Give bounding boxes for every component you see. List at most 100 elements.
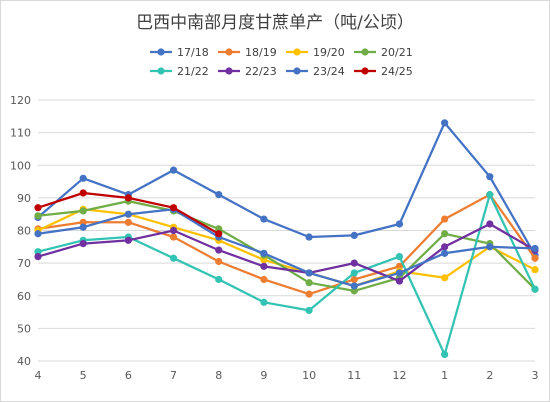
- series-22-23: [34, 220, 539, 285]
- legend-swatch-marker: [225, 67, 233, 75]
- legend-item: 22/23: [218, 65, 277, 78]
- y-tick-label: 40: [17, 355, 31, 368]
- y-tick-label: 100: [10, 159, 31, 172]
- x-tick-label: 4: [35, 369, 42, 382]
- data-point: [531, 285, 539, 293]
- series-line: [37, 121, 536, 256]
- legend-swatch-marker: [157, 48, 165, 56]
- series-19-20: [34, 205, 539, 290]
- x-axis-ticks: 4 5 6 7 8 9 10 11 12 1 2 3: [35, 369, 539, 382]
- data-point: [441, 350, 449, 359]
- data-point: [350, 259, 358, 267]
- legend-label: 22/23: [245, 65, 277, 78]
- legend: 17/18 18/19 19/20 20/21 21/22 22/23 23/24 24/25: [150, 46, 413, 78]
- data-point: [486, 220, 494, 228]
- legend-label: 19/20: [313, 46, 345, 59]
- data-point: [260, 215, 268, 223]
- data-point: [395, 253, 404, 261]
- y-tick-label: 90: [17, 192, 31, 205]
- legend-item: 24/25: [354, 65, 413, 78]
- y-tick-label: 80: [17, 225, 31, 238]
- data-point: [395, 269, 404, 277]
- data-point: [305, 306, 313, 315]
- series-24-25: [34, 189, 223, 238]
- series-line: [37, 193, 536, 296]
- data-point: [350, 282, 358, 290]
- data-point: [215, 257, 223, 266]
- x-tick-label: 11: [347, 369, 361, 382]
- data-point: [486, 191, 494, 199]
- data-point: [34, 212, 42, 220]
- x-tick-label: 7: [170, 369, 177, 382]
- data-point: [215, 230, 223, 238]
- x-tick-label: 5: [80, 369, 87, 382]
- data-point: [79, 189, 87, 197]
- series-21-22: [34, 191, 539, 359]
- y-tick-label: 60: [17, 290, 31, 303]
- data-point: [124, 218, 132, 226]
- data-point: [350, 275, 358, 284]
- legend-swatch-marker: [293, 48, 301, 56]
- x-tick-label: 12: [392, 369, 406, 382]
- chart-title: 巴西中南部月度甘蔗单产（吨/公顷）: [136, 13, 414, 33]
- gridlines: [38, 99, 535, 362]
- series-18-19: [34, 191, 539, 298]
- data-point: [34, 204, 42, 212]
- legend-item: 23/24: [286, 65, 345, 78]
- y-tick-label: 50: [17, 322, 31, 335]
- data-point: [395, 277, 404, 285]
- data-point: [441, 119, 449, 127]
- data-point: [260, 298, 268, 306]
- data-point: [34, 230, 42, 238]
- legend-swatch-marker: [225, 48, 233, 56]
- x-tick-label: 10: [302, 369, 316, 382]
- data-point: [79, 174, 87, 182]
- y-tick-label: 70: [17, 257, 31, 270]
- data-point: [169, 254, 178, 262]
- data-point: [441, 243, 449, 251]
- data-point: [79, 239, 87, 248]
- x-tick-label: 3: [532, 369, 539, 382]
- y-tick-label: 110: [10, 127, 31, 140]
- x-tick-label: 8: [215, 369, 222, 382]
- data-point: [350, 231, 358, 239]
- legend-label: 18/19: [245, 46, 277, 59]
- legend-swatch-marker: [157, 67, 165, 75]
- x-tick-label: 2: [486, 369, 493, 382]
- y-axis-ticks: 40 50 60 70 80 90 100 110 120: [10, 94, 31, 368]
- data-point: [531, 254, 539, 262]
- data-point: [260, 249, 268, 257]
- data-point: [441, 249, 449, 257]
- legend-item: 17/18: [150, 46, 209, 59]
- data-point: [215, 275, 223, 284]
- y-tick-label: 120: [10, 94, 31, 107]
- legend-item: 21/22: [150, 65, 209, 78]
- data-point: [169, 233, 178, 241]
- x-tick-label: 1: [441, 369, 448, 382]
- series-line: [37, 193, 537, 356]
- data-point: [441, 230, 449, 238]
- x-tick-label: 9: [260, 369, 267, 382]
- x-tick-label: 6: [125, 369, 132, 382]
- data-point: [441, 274, 449, 282]
- data-point: [486, 243, 494, 251]
- data-point: [531, 244, 539, 253]
- data-point: [124, 236, 132, 244]
- legend-item: 19/20: [286, 46, 345, 59]
- series-lines: [34, 119, 539, 359]
- legend-label: 21/22: [177, 65, 209, 78]
- data-point: [305, 290, 313, 298]
- data-point: [395, 220, 404, 228]
- legend-item: 18/19: [218, 46, 277, 59]
- legend-item: 20/21: [354, 46, 413, 59]
- data-point: [79, 223, 87, 231]
- data-point: [215, 191, 223, 199]
- legend-label: 23/24: [313, 65, 345, 78]
- data-point: [79, 207, 87, 215]
- data-point: [124, 210, 132, 218]
- data-point: [531, 266, 539, 274]
- legend-swatch-marker: [361, 48, 369, 56]
- data-point: [215, 246, 223, 254]
